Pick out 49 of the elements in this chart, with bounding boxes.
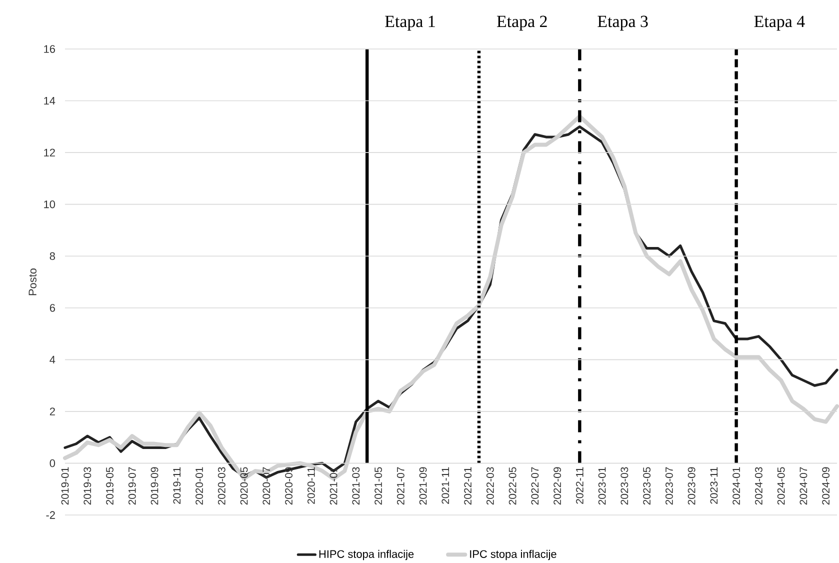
x-tick-label: 2021-07 xyxy=(396,467,404,505)
y-tick-label: 16 xyxy=(44,45,55,53)
x-tick-label: 2019-09 xyxy=(150,467,158,505)
x-tick-label: 2020-05 xyxy=(240,467,248,505)
y-tick-label: 14 xyxy=(44,97,56,105)
y-tick-label: 0 xyxy=(50,459,56,468)
x-tick-label: 2019-01 xyxy=(61,467,69,505)
legend-label: IPC stopa inflacije xyxy=(470,550,556,560)
y-axis-title: Posto xyxy=(28,268,36,296)
x-tick-label: 2022-03 xyxy=(486,467,494,505)
x-tick-label: 2023-07 xyxy=(665,467,673,505)
y-tick-label: 2 xyxy=(50,408,55,416)
ref-line-label: Etapa 3 xyxy=(598,16,648,31)
x-tick-label: 2023-05 xyxy=(643,467,651,505)
x-tick-label: 2022-07 xyxy=(531,467,539,505)
x-tick-label: 2023-11 xyxy=(710,467,718,504)
x-tick-label: 2024-05 xyxy=(777,467,785,505)
x-tick-label: 2024-03 xyxy=(754,467,762,505)
x-tick-label: 2019-05 xyxy=(106,467,114,505)
x-tick-label: 2022-11 xyxy=(576,467,584,504)
x-tick-label: 2024-01 xyxy=(732,467,740,505)
x-tick-label: 2024-09 xyxy=(822,467,830,505)
x-tick-label: 2022-01 xyxy=(464,467,472,505)
x-tick-label: 2021-11 xyxy=(442,467,450,504)
x-tick-label: 2023-09 xyxy=(688,467,696,505)
y-tick-label: 8 xyxy=(50,252,55,260)
x-tick-label: 2020-03 xyxy=(218,467,226,505)
x-tick-label: 2020-01 xyxy=(196,467,203,505)
x-tick-label: 2024-07 xyxy=(800,467,808,505)
y-tick-label: 4 xyxy=(50,356,56,364)
ref-line-label: Etapa 2 xyxy=(496,16,547,31)
x-tick-label: 2019-11 xyxy=(173,467,181,504)
y-tick-label: -2 xyxy=(46,511,55,519)
x-tick-label: 2020-11 xyxy=(307,467,315,504)
x-tick-label: 2019-03 xyxy=(84,467,92,505)
x-tick-label: 2023-03 xyxy=(620,467,628,505)
y-tick-label: 12 xyxy=(44,148,55,156)
ref-line-label: Etapa 1 xyxy=(385,16,435,31)
x-tick-label: 2021-09 xyxy=(419,467,427,505)
x-tick-label: 2021-03 xyxy=(352,467,360,505)
x-tick-label: 2022-05 xyxy=(508,467,516,505)
x-tick-label: 2022-09 xyxy=(554,467,562,505)
y-tick-label: 10 xyxy=(44,200,56,208)
x-tick-label: 2019-07 xyxy=(128,467,136,505)
x-tick-label: 2023-01 xyxy=(598,467,606,505)
x-tick-label: 2021-05 xyxy=(374,467,382,505)
y-tick-label: 6 xyxy=(50,304,55,312)
ref-line-label: Etapa 4 xyxy=(754,16,805,31)
legend-label: HIPC stopa inflacije xyxy=(319,550,414,560)
